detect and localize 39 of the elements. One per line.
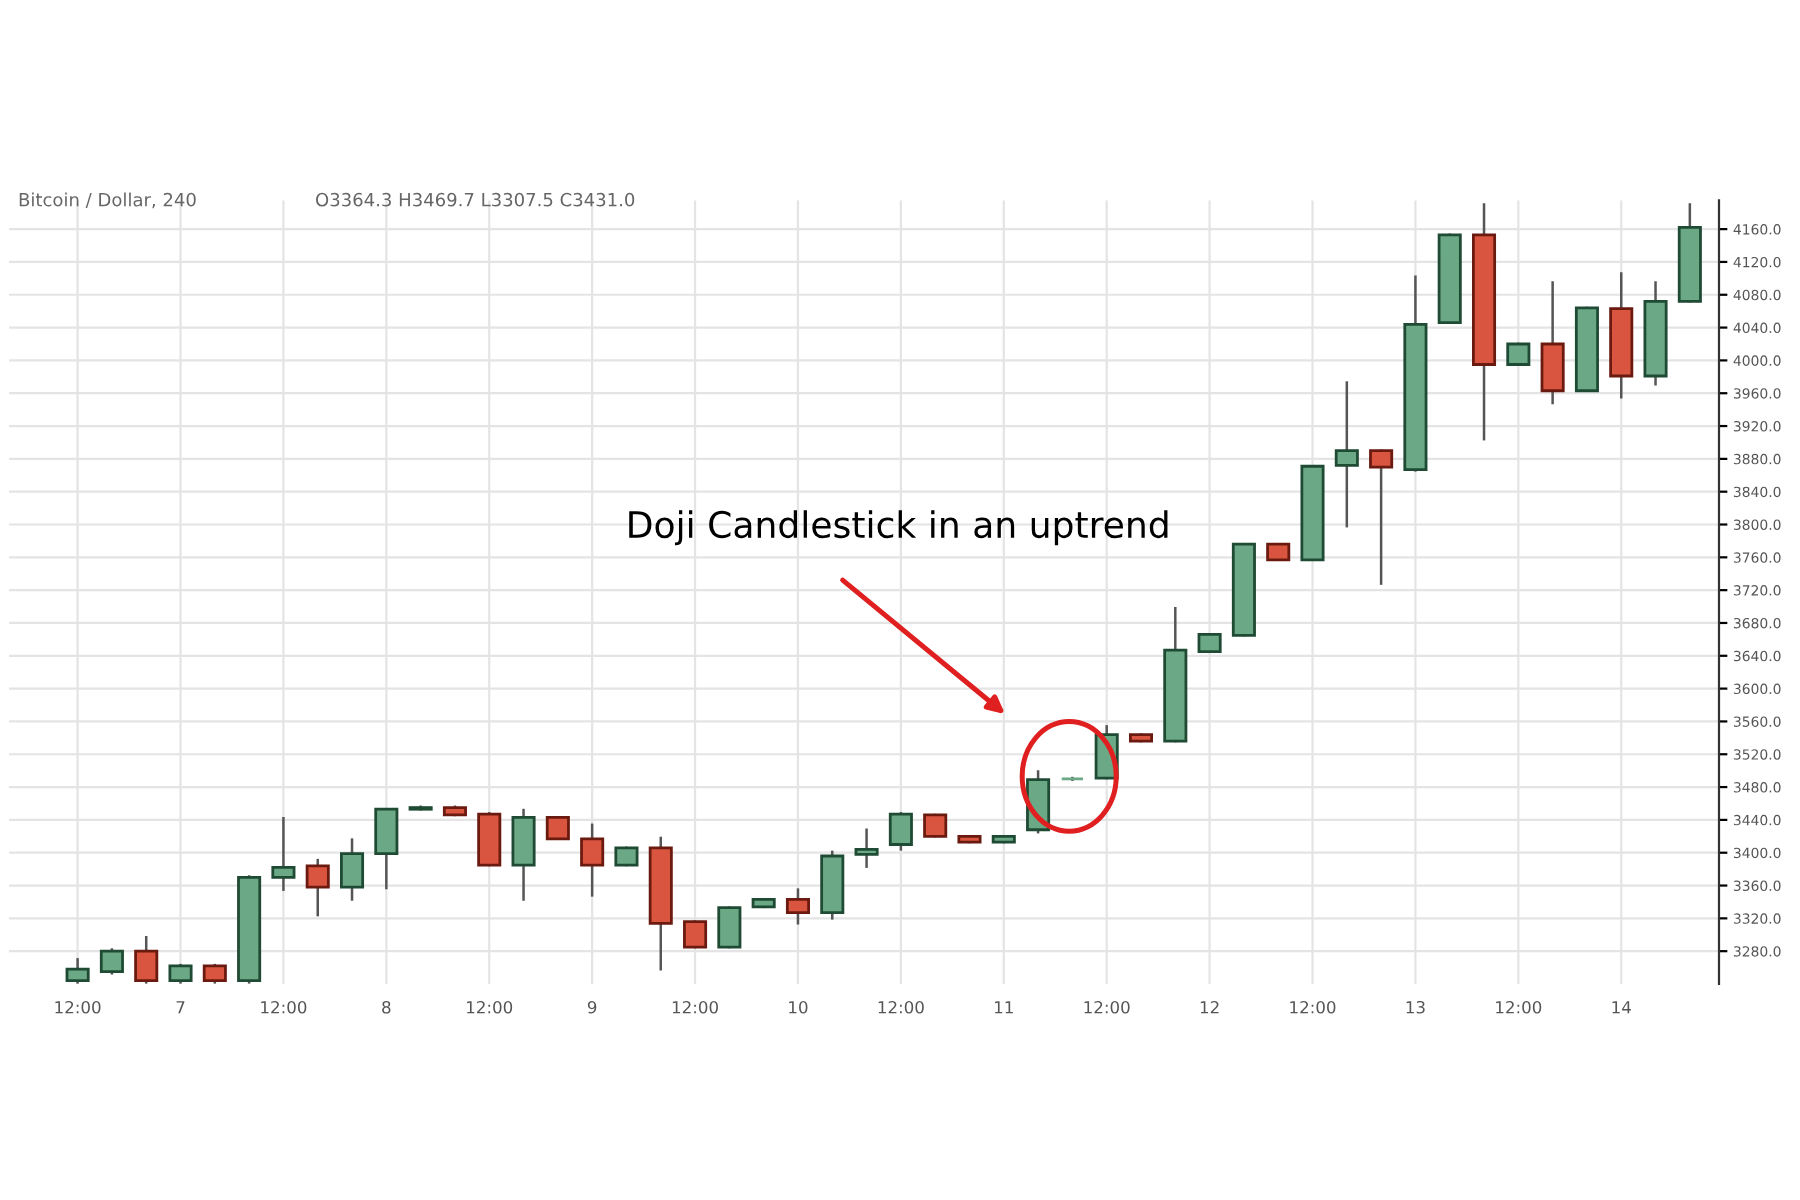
- candlestick: [65, 958, 90, 984]
- candlestick: [683, 920, 708, 949]
- candlestick: [1334, 381, 1359, 528]
- chart-title: Bitcoin / Dollar, 240: [19, 192, 196, 209]
- candlestick: [1369, 449, 1394, 585]
- x-tick-label: 12:00: [1290, 1000, 1336, 1014]
- candlestick: [888, 812, 913, 851]
- candlestick: [545, 816, 570, 841]
- candlestick: [785, 888, 810, 925]
- x-tick-label: 9: [587, 1000, 597, 1014]
- candlestick: [580, 823, 605, 897]
- x-tick-label: 12:00: [55, 1000, 101, 1014]
- x-tick-label: 12:00: [1084, 1000, 1130, 1014]
- candlestick: [1506, 342, 1531, 366]
- candlestick: [305, 858, 330, 917]
- candlestick: [511, 808, 536, 901]
- candlestick: [717, 906, 742, 949]
- candlestick: [1540, 281, 1565, 405]
- candlestick: [99, 948, 124, 975]
- candlestick: [271, 817, 296, 891]
- x-tick-label: 12: [1200, 1000, 1219, 1014]
- annotation: O3364.3 H3469.7 L3307.5 C3431.0: [316, 192, 635, 207]
- x-tick-label: 10: [789, 1000, 808, 1014]
- candlestick: [134, 935, 159, 984]
- candlestick: [374, 807, 399, 890]
- x-tick-label: 7: [176, 1001, 185, 1014]
- annotation: Doji Candlestick in an uptrend: [629, 510, 1168, 546]
- x-tick-label: 12:00: [672, 1000, 718, 1014]
- x-tick-label: 11: [995, 1001, 1013, 1014]
- x-tick-label: 8: [382, 1000, 391, 1014]
- candlestick: [923, 813, 948, 838]
- x-tick-label: 13: [1406, 1000, 1425, 1014]
- x-tick-label: 14: [1612, 1001, 1631, 1014]
- candlestick: [340, 838, 365, 901]
- x-tick-label: 12:00: [1496, 1000, 1542, 1014]
- candlestick: [854, 828, 879, 868]
- x-tick-label: 12:00: [261, 1000, 307, 1014]
- x-tick-label: 12:00: [878, 1000, 924, 1014]
- x-tick-label: 12:00: [467, 1000, 513, 1014]
